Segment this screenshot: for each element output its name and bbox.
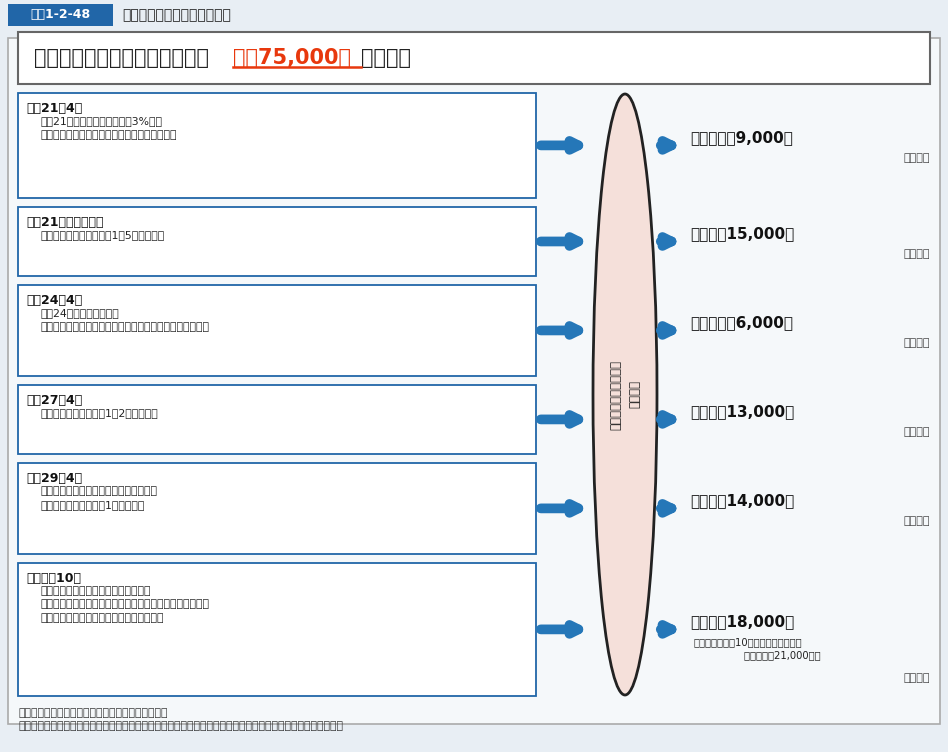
FancyBboxPatch shape bbox=[18, 562, 536, 696]
Text: 処遇改善交付金を措置（1．5万円相当）: 処遇改善交付金を措置（1．5万円相当） bbox=[40, 230, 164, 240]
Text: （注）　実績は全て厚生労働省老健局「介護従事者処遇状況等調査」によるが、それぞれ調査客体等は異なる。: （注） 実績は全て厚生労働省老健局「介護従事者処遇状況等調査」によるが、それぞれ… bbox=[18, 721, 343, 731]
Text: 平成21年度介護報酬改定　＋3%改定
（介護従事者の処遇改善に重点をおいた改定）: 平成21年度介護報酬改定 ＋3%改定 （介護従事者の処遇改善に重点をおいた改定） bbox=[40, 116, 176, 140]
Text: 図表1-2-48: 図表1-2-48 bbox=[30, 8, 90, 22]
Text: 新しい経済政策パッケージに基づき、
全産業平均の賃金と遜色ない水準を目指し、更なる処遇改
善を進めるため、特定処遇改善加算を創設: 新しい経済政策パッケージに基づき、 全産業平均の賃金と遜色ない水準を目指し、更な… bbox=[40, 586, 209, 623]
Text: 施設・事業所における
処遇改善: 施設・事業所における 処遇改善 bbox=[609, 359, 641, 429]
Text: 平成24年度介護報酬改定
処遇改善交付金を処遇改善加算として介護報酬に組み込む: 平成24年度介護報酬改定 処遇改善交付金を処遇改善加算として介護報酬に組み込む bbox=[40, 308, 209, 332]
FancyBboxPatch shape bbox=[8, 4, 113, 26]
Text: 介護職員の処遇改善の取組み: 介護職員の処遇改善の取組み bbox=[122, 8, 231, 22]
Text: 平成24年4月: 平成24年4月 bbox=[26, 294, 82, 307]
Text: 月額　＋13,000円: 月額 ＋13,000円 bbox=[690, 404, 794, 419]
Text: （実績）: （実績） bbox=[903, 427, 930, 438]
FancyBboxPatch shape bbox=[18, 385, 536, 454]
Text: 令和元年10月: 令和元年10月 bbox=[26, 572, 81, 585]
Text: 月額　＋15,000円: 月額 ＋15,000円 bbox=[690, 226, 794, 241]
Text: これまでの実績を合計すると、: これまでの実績を合計すると、 bbox=[34, 48, 209, 68]
Text: 処遇改善加算の拡充（1．2万円相当）: 処遇改善加算の拡充（1．2万円相当） bbox=[40, 408, 157, 418]
FancyBboxPatch shape bbox=[18, 32, 930, 84]
Text: 平成29年4月: 平成29年4月 bbox=[26, 472, 82, 485]
Text: 資料：厚生労働省老健局老人保健課において作成。: 資料：厚生労働省老健局老人保健課において作成。 bbox=[18, 708, 168, 718]
Text: 〔うち勤続年数10年以上の介護福祉士
                　　　　＋21,000円〕: 〔うち勤続年数10年以上の介護福祉士 ＋21,000円〕 bbox=[694, 638, 821, 660]
Text: 月額75,000円: 月額75,000円 bbox=[233, 48, 351, 68]
Text: 平成27年4月: 平成27年4月 bbox=[26, 394, 82, 407]
Text: （実績）: （実績） bbox=[903, 153, 930, 163]
FancyBboxPatch shape bbox=[18, 207, 536, 276]
FancyBboxPatch shape bbox=[18, 463, 536, 553]
FancyBboxPatch shape bbox=[18, 93, 536, 198]
Text: （実績）: （実績） bbox=[903, 338, 930, 348]
Text: ニッポン一億総活躍プラン等に基づき、
処遇改善加算を拡充（1万円相当）: ニッポン一億総活躍プラン等に基づき、 処遇改善加算を拡充（1万円相当） bbox=[40, 486, 157, 510]
Text: 平成21年4月: 平成21年4月 bbox=[26, 102, 82, 115]
Text: （実績）: （実績） bbox=[903, 517, 930, 526]
Text: （実績）: （実績） bbox=[903, 673, 930, 684]
Text: となる。: となる。 bbox=[360, 48, 410, 68]
Text: 月額　＋　6,000円: 月額 ＋ 6,000円 bbox=[690, 315, 793, 330]
Text: 月額　＋14,000円: 月額 ＋14,000円 bbox=[690, 493, 794, 508]
Text: 平成21年度補正予算: 平成21年度補正予算 bbox=[26, 216, 103, 229]
Text: 月額　＋18,000円: 月額 ＋18,000円 bbox=[690, 614, 794, 629]
Text: （実績）: （実績） bbox=[903, 250, 930, 259]
Ellipse shape bbox=[593, 94, 657, 695]
FancyBboxPatch shape bbox=[0, 0, 948, 30]
Text: 月額　＋　9,000円: 月額 ＋ 9,000円 bbox=[690, 130, 793, 145]
FancyBboxPatch shape bbox=[8, 38, 940, 724]
FancyBboxPatch shape bbox=[18, 285, 536, 376]
